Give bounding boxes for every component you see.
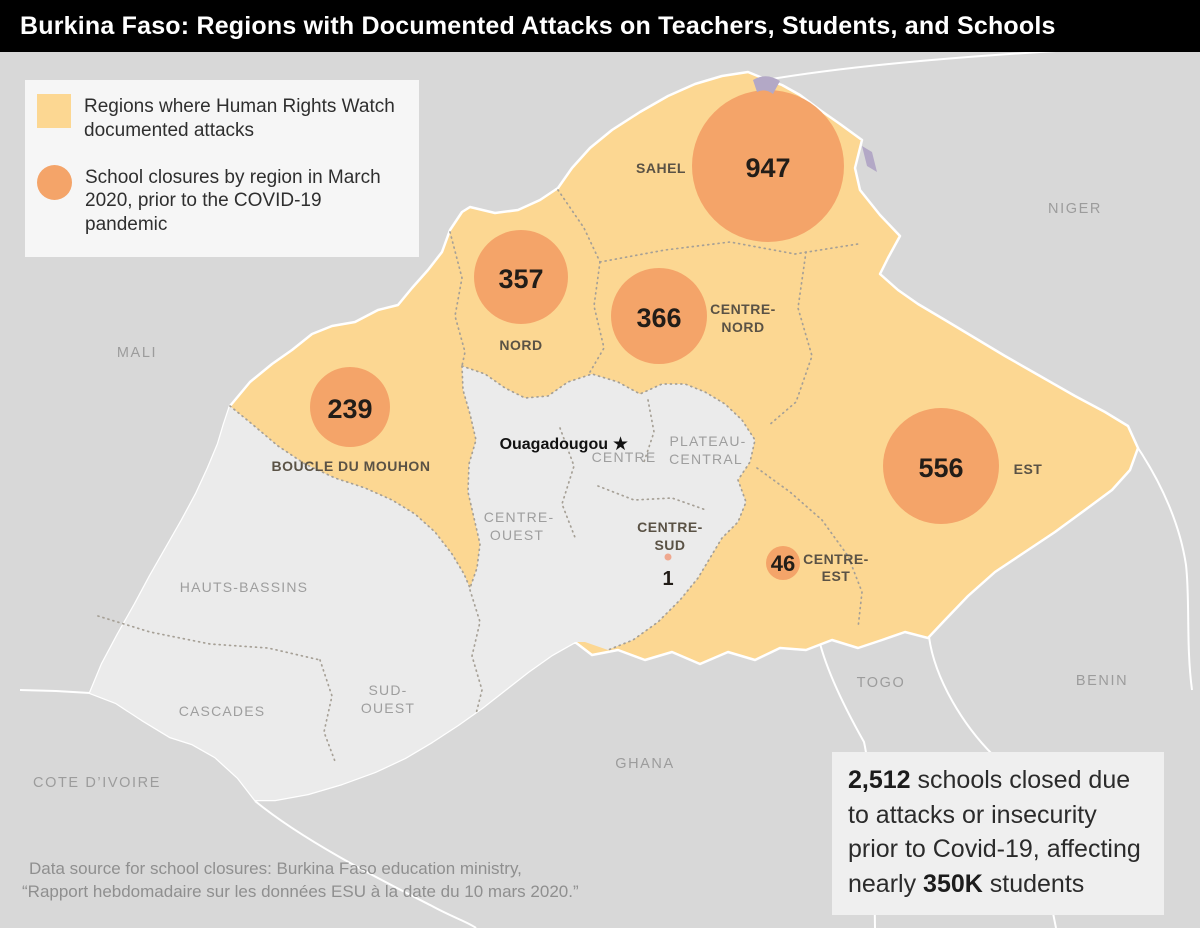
closure-count-centre-est: 46 bbox=[771, 551, 795, 576]
region-border-dotted bbox=[319, 659, 337, 765]
label-region-centre-est-1: CENTRE- bbox=[803, 551, 869, 567]
label-country-cote-divoire: COTE D’IVOIRE bbox=[33, 775, 161, 791]
label-region-centre-est-2: EST bbox=[822, 568, 851, 584]
closure-circle-boucle-du-mouhon bbox=[310, 367, 390, 447]
closure-circle-nord bbox=[474, 230, 568, 324]
label-region-centre: CENTRE bbox=[592, 449, 657, 465]
callout-text-2: students bbox=[982, 869, 1085, 898]
label-capital-ouagadougou: Ouagadougou bbox=[500, 436, 608, 453]
attacked-region-swatch bbox=[37, 94, 71, 128]
closure-count-centre-sud: 1 bbox=[662, 568, 673, 590]
label-region-est: EST bbox=[1014, 461, 1043, 477]
region-border-dotted bbox=[643, 399, 655, 463]
label-region-plateau-central-2: CENTRAL bbox=[669, 451, 743, 467]
region-border-dotted bbox=[469, 589, 483, 715]
country-labels: MALI NIGER TOGO BENIN GHANA COTE D’IVOIR… bbox=[33, 201, 1128, 791]
legend-attacks-label: Regions where Human Rights Watch documen… bbox=[84, 96, 395, 141]
closure-dot-centre-sud bbox=[664, 553, 672, 561]
label-region-hauts-bassins: HAUTS-BASSINS bbox=[180, 579, 308, 595]
label-region-boucle-du-mouhon: BOUCLE DU MOUHON bbox=[272, 458, 431, 474]
page-title: Burkina Faso: Regions with Documented At… bbox=[20, 11, 1056, 40]
region-border-dotted bbox=[756, 467, 863, 629]
source-line-1: Data source for school closures: Burkina… bbox=[29, 859, 522, 878]
region-fill-unaffected-areas bbox=[90, 366, 755, 800]
label-country-niger: NIGER bbox=[1048, 201, 1102, 217]
label-country-mali: MALI bbox=[117, 345, 157, 361]
label-region-centre-ouest-1: CENTRE- bbox=[484, 509, 555, 525]
unaffected-region-labels: CENTRE PLATEAU- CENTRAL CENTRE- OUEST HA… bbox=[179, 433, 746, 719]
region-border-dotted bbox=[461, 365, 756, 651]
closure-count-nord: 357 bbox=[498, 264, 543, 294]
stat-schools-closed: 2,512 bbox=[848, 766, 911, 794]
closure-circle-est bbox=[883, 408, 999, 524]
closure-circle-sahel bbox=[692, 90, 844, 242]
callout-text-1: schools closed due to attacks or insecur… bbox=[848, 766, 1141, 898]
country-border-mali-cotedivoire bbox=[19, 689, 91, 694]
region-border-dotted bbox=[97, 615, 321, 661]
region-border-dotted bbox=[767, 251, 813, 427]
region-border-dotted bbox=[559, 427, 577, 541]
border-accent-north bbox=[753, 76, 780, 94]
label-region-nord: NORD bbox=[499, 337, 542, 353]
closure-circle-centre-nord bbox=[611, 268, 707, 364]
label-region-plateau-central-1: PLATEAU- bbox=[669, 433, 746, 449]
closure-counts: 947 357 366 239 556 46 1 bbox=[327, 153, 963, 590]
source-line-2: “Rapport hebdomadaire sur les données ES… bbox=[22, 881, 579, 901]
label-region-sud-ouest-2: OUEST bbox=[361, 700, 415, 716]
region-border-dotted bbox=[449, 231, 466, 367]
label-country-togo: TOGO bbox=[857, 675, 906, 691]
legend: Regions where Human Rights Watch documen… bbox=[25, 80, 419, 257]
region-borders-dotted bbox=[97, 189, 863, 765]
country-border-niger-benin bbox=[1137, 447, 1193, 691]
region-border-dotted bbox=[589, 261, 605, 373]
legend-row-attacks: Regions where Human Rights Watch documen… bbox=[37, 94, 407, 143]
closure-count-centre-nord: 366 bbox=[636, 303, 681, 333]
border-accent-east bbox=[862, 146, 877, 172]
label-region-centre-ouest-2: OUEST bbox=[490, 527, 544, 543]
region-border-dotted bbox=[599, 241, 859, 263]
stat-students-affected: 350K bbox=[923, 869, 983, 898]
region-border-dotted bbox=[229, 365, 481, 591]
label-region-centre-sud-1: CENTRE- bbox=[637, 519, 703, 535]
affected-region-labels: SAHEL NORD CENTRE- NORD BOUCLE DU MOUHON… bbox=[272, 160, 1043, 584]
stat-callout: 2,512 schools closed due to attacks or i… bbox=[832, 752, 1164, 915]
closure-count-sahel: 947 bbox=[745, 153, 790, 183]
label-region-sud-ouest-1: SUD- bbox=[368, 682, 407, 698]
region-border-dotted bbox=[597, 485, 707, 511]
label-country-benin: BENIN bbox=[1076, 673, 1128, 689]
title-bar: Burkina Faso: Regions with Documented At… bbox=[0, 0, 1200, 52]
closure-count-boucle-du-mouhon: 239 bbox=[327, 394, 372, 424]
closure-circles bbox=[310, 90, 999, 580]
legend-row-closures: School closures by region in March 2020,… bbox=[37, 164, 407, 237]
label-region-centre-sud-2: SUD bbox=[654, 537, 685, 553]
region-border-dotted bbox=[557, 189, 601, 263]
capital-star-icon: ★ bbox=[612, 434, 629, 455]
label-region-centre-nord-1: CENTRE- bbox=[710, 301, 776, 317]
label-region-cascades: CASCADES bbox=[179, 703, 266, 719]
legend-closures-label: School closures by region in March 2020,… bbox=[85, 166, 381, 236]
closure-circle-centre-est bbox=[766, 546, 800, 580]
data-source-note: Data source for school closures: Burkina… bbox=[22, 858, 579, 904]
label-region-sahel: SAHEL bbox=[636, 160, 686, 176]
closure-count-est: 556 bbox=[918, 453, 963, 483]
label-country-ghana: GHANA bbox=[615, 756, 675, 772]
country-border-cotedivoire-ghana bbox=[254, 800, 477, 928]
closure-circle-swatch bbox=[37, 164, 72, 200]
label-region-centre-nord-2: NORD bbox=[721, 319, 764, 335]
